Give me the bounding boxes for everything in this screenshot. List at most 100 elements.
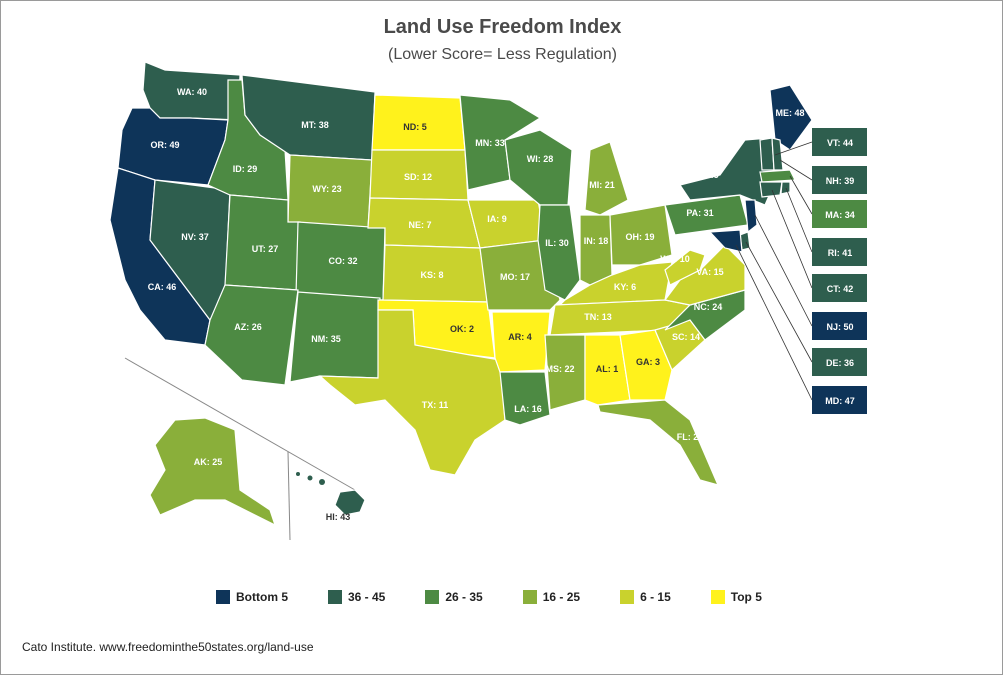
inset-divider-line-2 [287, 451, 291, 541]
label-nd: ND: 5 [403, 122, 427, 132]
state-in [579, 214, 613, 286]
label-va: VA: 15 [696, 267, 723, 277]
state-nj [744, 199, 758, 234]
side-box-label: RI: 41 [828, 248, 853, 258]
label-ky: KY: 6 [614, 282, 636, 292]
state-il [537, 204, 581, 301]
label-ok: OK: 2 [450, 324, 474, 334]
legend-label: Top 5 [730, 590, 762, 604]
label-la: LA: 16 [514, 404, 542, 414]
source-citation: Cato Institute. www.freedominthe50states… [22, 640, 314, 654]
label-az: AZ: 26 [234, 322, 262, 332]
label-nv: NV: 37 [181, 232, 209, 242]
legend-item-36-45: 36 - 45 [328, 590, 385, 604]
label-pa: PA: 31 [686, 208, 713, 218]
label-nm: NM: 35 [311, 334, 341, 344]
label-mt: MT: 38 [301, 120, 329, 130]
state-az [204, 284, 299, 386]
side-box-label: MA: 34 [825, 210, 855, 220]
label-mo: MO: 17 [500, 272, 530, 282]
label-nc: NC: 24 [694, 302, 723, 312]
side-box-nj: NJ: 50 [812, 312, 867, 340]
legend-swatch [620, 590, 635, 604]
legend-item-26-35: 26 - 35 [425, 590, 483, 604]
state-md [708, 229, 743, 253]
label-wy: WY: 23 [312, 184, 341, 194]
legend-swatch [522, 590, 537, 604]
map-subtitle: (Lower Score= Less Regulation) [387, 46, 617, 63]
state-hi-island [296, 472, 300, 476]
state-wi [504, 129, 573, 206]
side-box-de: DE: 36 [812, 348, 867, 376]
legend-label: Bottom 5 [236, 590, 288, 604]
label-ny: NY: 45 [691, 170, 718, 180]
state-ct [759, 181, 783, 198]
side-box-label: NH: 39 [826, 176, 855, 186]
side-box-label: VT: 44 [827, 138, 853, 148]
legend-swatch [710, 590, 725, 604]
legend: Bottom 5 36 - 45 26 - 35 16 - 25 6 - 15 … [216, 590, 802, 604]
state-ga [619, 329, 673, 401]
label-in: IN: 18 [584, 236, 609, 246]
state-hi [334, 489, 366, 516]
label-ut: UT: 27 [252, 244, 279, 254]
label-oh: OH: 19 [625, 232, 654, 242]
state-al [584, 334, 631, 406]
label-wa: WA: 40 [177, 87, 207, 97]
legend-swatch [216, 590, 230, 604]
label-ak: AK: 25 [194, 457, 223, 467]
legend-swatch [328, 590, 342, 604]
legend-item-6-15: 6 - 15 [620, 590, 671, 604]
legend-swatch [425, 590, 440, 604]
label-ga: GA: 3 [636, 357, 660, 367]
label-mn: MN: 33 [475, 138, 505, 148]
legend-label: 6 - 15 [640, 590, 671, 604]
label-me: ME: 48 [775, 108, 804, 118]
label-tx: TX: 11 [422, 400, 449, 410]
side-box-nh: NH: 39 [812, 166, 867, 194]
state-fl [597, 399, 720, 486]
label-ne: NE: 7 [408, 220, 431, 230]
label-ms: MS: 22 [545, 364, 574, 374]
state-ri [780, 181, 791, 195]
label-fl: FL: 20 [677, 432, 704, 442]
state-hi-island [319, 479, 325, 485]
legend-item-top5: Top 5 [710, 590, 762, 604]
state-la [499, 371, 551, 426]
legend-label: 26 - 35 [445, 590, 483, 604]
state-ia [467, 199, 546, 249]
side-box-label: DE: 36 [826, 358, 854, 368]
inset-divider-line [124, 357, 356, 491]
map-title: Land Use Freedom Index [383, 16, 622, 38]
label-sd: SD: 12 [404, 172, 432, 182]
side-box-ri: RI: 41 [812, 238, 867, 266]
side-box-vt: VT: 44 [812, 128, 867, 156]
label-wv: WV: 10 [660, 254, 690, 264]
legend-label: 16 - 25 [542, 590, 581, 604]
label-ca: CA: 46 [148, 282, 177, 292]
state-ma [759, 169, 796, 183]
state-ar [491, 311, 551, 373]
state-ak [149, 417, 277, 527]
label-tn: TN: 13 [584, 312, 612, 322]
label-wi: WI: 28 [527, 154, 554, 164]
state-oh [609, 204, 673, 266]
label-hi: HI: 43 [326, 512, 351, 522]
label-mi: MI: 21 [589, 180, 615, 190]
state-tx [318, 309, 506, 476]
label-ks: KS: 8 [420, 270, 443, 280]
label-co: CO: 32 [328, 256, 357, 266]
side-box-label: CT: 42 [827, 284, 854, 294]
label-or: OR: 49 [150, 140, 179, 150]
side-box-label: MD: 47 [825, 396, 855, 406]
side-box-ma: MA: 34 [812, 200, 867, 228]
label-sc: SC: 14 [672, 332, 700, 342]
side-box-ct: CT: 42 [812, 274, 867, 302]
label-al: AL: 1 [596, 364, 619, 374]
state-me [769, 84, 813, 151]
leader-lines [735, 141, 813, 401]
side-box-label: NJ: 50 [826, 322, 853, 332]
legend-item-bottom5: Bottom 5 [216, 590, 288, 604]
